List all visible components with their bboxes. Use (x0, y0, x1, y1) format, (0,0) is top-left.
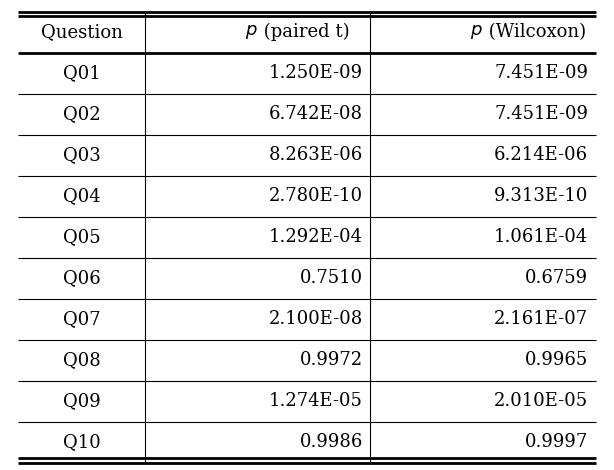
Text: 0.9986: 0.9986 (300, 433, 363, 452)
Text: Q09: Q09 (63, 392, 101, 410)
Text: $p$: $p$ (246, 23, 258, 41)
Text: 2.161E-07: 2.161E-07 (494, 310, 588, 329)
Text: 2.100E-08: 2.100E-08 (269, 310, 363, 329)
Text: 0.9972: 0.9972 (300, 352, 363, 369)
Text: Question: Question (41, 23, 123, 41)
Text: 0.6759: 0.6759 (525, 269, 588, 287)
Text: 2.010E-05: 2.010E-05 (494, 392, 588, 410)
Text: 7.451E-09: 7.451E-09 (494, 64, 588, 82)
Text: Q10: Q10 (63, 433, 101, 452)
Text: 1.292E-04: 1.292E-04 (269, 228, 363, 246)
Text: 1.274E-05: 1.274E-05 (270, 392, 363, 410)
Text: 8.263E-06: 8.263E-06 (269, 146, 363, 164)
Text: Q08: Q08 (63, 352, 101, 369)
Text: 6.742E-08: 6.742E-08 (269, 105, 363, 123)
Text: 9.313E-10: 9.313E-10 (494, 188, 588, 205)
Text: 2.780E-10: 2.780E-10 (269, 188, 363, 205)
Text: (Wilcoxon): (Wilcoxon) (483, 23, 586, 41)
Text: Q06: Q06 (63, 269, 101, 287)
Text: Q07: Q07 (63, 310, 101, 329)
Text: 1.250E-09: 1.250E-09 (269, 64, 363, 82)
Text: Q01: Q01 (63, 64, 101, 82)
Text: $p$: $p$ (470, 23, 483, 41)
Text: Q03: Q03 (63, 146, 101, 164)
Text: Q05: Q05 (63, 228, 101, 246)
Text: Q02: Q02 (63, 105, 101, 123)
Text: 0.7510: 0.7510 (300, 269, 363, 287)
Text: 0.9965: 0.9965 (525, 352, 588, 369)
Text: Q04: Q04 (63, 188, 101, 205)
Text: 6.214E-06: 6.214E-06 (494, 146, 588, 164)
Text: 1.061E-04: 1.061E-04 (494, 228, 588, 246)
Text: 0.9997: 0.9997 (525, 433, 588, 452)
Text: (paired t): (paired t) (258, 23, 349, 41)
Text: 7.451E-09: 7.451E-09 (494, 105, 588, 123)
